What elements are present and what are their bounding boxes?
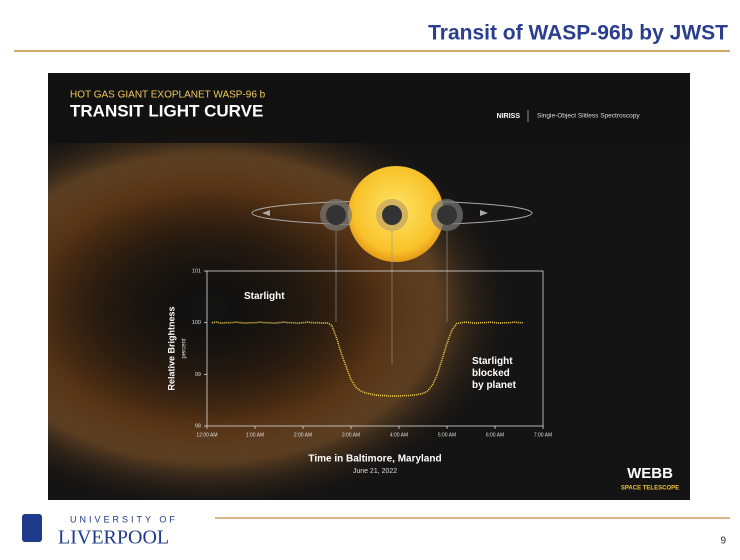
planet — [326, 205, 346, 225]
orbit-arrow — [262, 210, 270, 216]
y-tick-label: 101 — [192, 268, 201, 274]
image-glow — [48, 73, 690, 500]
x-tick-label: 7:00 AM — [534, 432, 552, 438]
x-axis-label: Time in Baltimore, Maryland — [308, 454, 441, 465]
x-tick-label: 3:00 AM — [342, 432, 360, 438]
y-tick-label: 98 — [195, 423, 201, 429]
y-axis-units: percent — [182, 338, 188, 358]
x-tick-label: 12:00 AM — [196, 432, 217, 438]
kicker: HOT GAS GIANT EXOPLANET WASP-96 b — [70, 90, 266, 101]
y-axis-label: Relative Brightness — [166, 306, 176, 390]
slide-title: Transit of WASP-96b by JWST — [428, 22, 728, 45]
y-tick-label: 100 — [192, 320, 201, 326]
image-header-bg — [48, 73, 690, 143]
data-line — [211, 321, 524, 397]
logo-top: UNIVERSITY OF — [70, 514, 178, 524]
instrument: NIRISS — [497, 113, 521, 120]
x-tick-label: 1:00 AM — [246, 432, 264, 438]
plot-frame — [206, 270, 544, 427]
mode: Single-Object Slitless Spectroscopy — [537, 113, 640, 120]
logo-bottom: LIVERPOOL — [58, 527, 169, 549]
chart-subtitle: June 21, 2022 — [353, 468, 397, 475]
orbit-arrow — [480, 210, 488, 216]
planet — [382, 205, 402, 225]
x-tick-label: 4:00 AM — [390, 432, 408, 438]
annotation: Starlight blocked by planet — [472, 356, 516, 391]
brand-name: WEBB — [627, 465, 673, 482]
heading: TRANSIT LIGHT CURVE — [70, 101, 263, 120]
x-tick-label: 6:00 AM — [486, 432, 504, 438]
x-tick-label: 2:00 AM — [294, 432, 312, 438]
brand-sub: SPACE TELESCOPE — [621, 486, 679, 492]
annotation: Starlight — [244, 291, 285, 302]
crest — [22, 514, 42, 542]
page-number: 9 — [720, 536, 726, 547]
y-tick-label: 99 — [195, 372, 201, 378]
planet — [437, 205, 457, 225]
x-tick-label: 5:00 AM — [438, 432, 456, 438]
